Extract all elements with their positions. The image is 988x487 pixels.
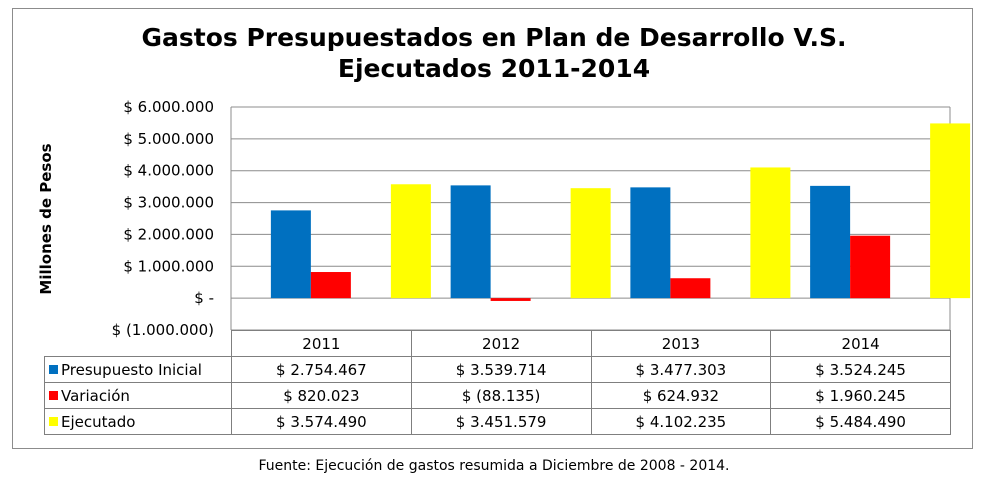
- y-tick-label: $ 2.000.000: [123, 225, 214, 243]
- bar-variaci-n-2011: [310, 272, 351, 299]
- bars: [270, 123, 971, 301]
- chart-title: Gastos Presupuestados en Plan de Desarro…: [0, 22, 988, 84]
- series-label: Presupuesto Inicial: [44, 356, 232, 383]
- legend-swatch: [49, 390, 58, 400]
- data-cell: $ 5.484.490: [770, 408, 951, 435]
- data-cell: $ 3.539.714: [410, 356, 592, 383]
- source-caption: Fuente: Ejecución de gastos resumida a D…: [258, 458, 730, 474]
- chart-title-line2: Ejecutados 2011-2014: [337, 54, 651, 83]
- chart-plot: $ 6.000.000 $ 5.000.000 $ 4.000.000 $ 3.000…: [37, 98, 971, 339]
- data-cell: $ 3.477.303: [590, 356, 772, 383]
- series-label: Variación: [44, 382, 232, 409]
- category-label: 2012: [410, 330, 592, 357]
- y-tick-label: $ 6.000.000: [123, 98, 214, 116]
- data-cell: $ (88.135): [410, 382, 592, 409]
- table-corner: [44, 330, 232, 357]
- series-name: Ejecutado: [61, 412, 136, 431]
- series-name: Variación: [61, 386, 130, 405]
- data-cell: $ 2.754.467: [231, 356, 412, 383]
- y-tick-label: $ 3.000.000: [123, 194, 214, 212]
- category-label: 2011: [231, 330, 412, 357]
- series-name: Presupuesto Inicial: [61, 360, 202, 379]
- bar-ejecutado-2012: [570, 188, 611, 299]
- table-row: Variación $ 820.023 $ (88.135) $ 624.932 $ 1…: [44, 382, 951, 409]
- bar-ejecutado-2014: [930, 123, 971, 299]
- category-label: 2013: [590, 330, 772, 357]
- bar-variaci-n-2014: [850, 235, 891, 299]
- series-label: Ejecutado: [44, 408, 232, 435]
- bar-ejecutado-2011: [390, 184, 431, 299]
- table-row: Presupuesto Inicial $ 2.754.467 $ 3.539.71…: [44, 356, 951, 383]
- data-cell: $ 820.023: [231, 382, 412, 409]
- y-tick-label: $ 4.000.000: [123, 162, 214, 180]
- data-cell: $ 624.932: [590, 382, 772, 409]
- data-cell: $ 3.524.245: [770, 356, 951, 383]
- data-cell: $ 3.451.579: [410, 408, 592, 435]
- bar-presupuesto-inicial-2012: [450, 185, 491, 299]
- bar-presupuesto-inicial-2013: [630, 187, 671, 299]
- y-tick-label: $ 5.000.000: [123, 130, 214, 148]
- legend-swatch: [49, 416, 58, 426]
- legend-swatch: [49, 364, 58, 374]
- bar-variaci-n-2012: [490, 298, 531, 301]
- y-tick-label: $ -: [194, 289, 214, 307]
- table-header-row: 2011 2012 2013 2014: [44, 330, 951, 357]
- data-cell: $ 4.102.235: [590, 408, 772, 435]
- data-table: 2011 2012 2013 2014 Presupuesto Inicial $ 2.7…: [44, 330, 951, 435]
- category-label: 2014: [770, 330, 951, 357]
- bar-ejecutado-2013: [750, 167, 791, 299]
- y-axis-label: Millones de Pesos: [37, 143, 55, 294]
- y-axis-ticks: $ 6.000.000 $ 5.000.000 $ 4.000.000 $ 3.000…: [112, 98, 214, 339]
- chart-title-line1: Gastos Presupuestados en Plan de Desarro…: [141, 23, 847, 52]
- data-cell: $ 3.574.490: [231, 408, 412, 435]
- table-row: Ejecutado $ 3.574.490 $ 3.451.579 $ 4.102.2…: [44, 408, 951, 435]
- bar-presupuesto-inicial-2011: [270, 210, 311, 299]
- bar-presupuesto-inicial-2014: [810, 185, 851, 299]
- data-cell: $ 1.960.245: [770, 382, 951, 409]
- y-tick-label: $ 1.000.000: [123, 257, 214, 275]
- bar-variaci-n-2013: [670, 278, 711, 299]
